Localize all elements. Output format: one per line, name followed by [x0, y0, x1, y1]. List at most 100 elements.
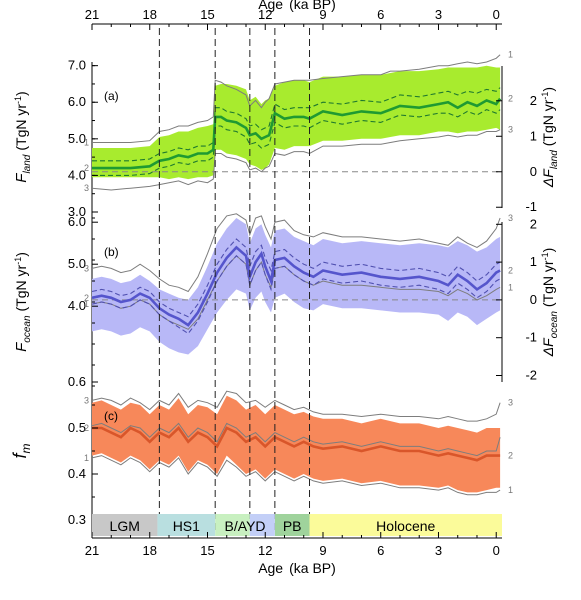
curve-label-left: 3	[84, 395, 89, 405]
period-boundaries	[158, 28, 311, 534]
left-axis-symbol: f	[10, 452, 30, 459]
right-axis-exponent: -1	[540, 92, 550, 100]
left-axis-close: )	[13, 252, 29, 257]
period-bar: LGM HS1 PB Holocene B/AYD	[92, 514, 502, 536]
curve-gray-lower	[91, 455, 501, 496]
left-axis-unit: (TgN yr	[13, 264, 29, 311]
left-axis-title: fm	[10, 443, 33, 458]
left-axis-subscript: m	[19, 443, 33, 453]
right-axis-symbol: ΔF	[540, 337, 556, 357]
y-tick-label: 0.3	[68, 512, 86, 527]
period-hs1	[157, 514, 216, 536]
bottom-x-tick-label: 0	[493, 543, 500, 558]
right-y-tick-label: 0	[530, 292, 537, 307]
right-y-tick-label: -2	[525, 368, 537, 383]
right-y-tick-label: 2	[530, 93, 537, 108]
curve-gray-lower	[91, 129, 501, 191]
curve-gray-upper	[91, 213, 501, 293]
curve-dash-lower	[91, 255, 501, 335]
right-axis-close: )	[540, 248, 556, 253]
period-label: LGM	[110, 518, 140, 534]
curve-label-left: 2	[84, 423, 89, 433]
period-pb	[274, 514, 310, 536]
period-b-a	[215, 514, 250, 536]
curve-label-right: 1	[508, 282, 513, 292]
bottom-x-axis-title: Age (ka BP)	[258, 560, 336, 576]
curve-label-right: 3	[508, 398, 513, 408]
panel-letter: (c)	[104, 409, 118, 423]
left-axis-title: Focean (TgN yr-1)	[13, 252, 33, 352]
curve-label-right: 2	[508, 94, 513, 104]
right-axis-unit: (TgN yr	[540, 260, 556, 307]
left-axis-subscript: land	[22, 154, 33, 173]
period-label: Holocene	[376, 518, 435, 534]
right-axis-title: ΔFocean (TgN yr-1)	[540, 248, 560, 358]
top-x-tick-label: 0	[493, 7, 500, 22]
uncertainty-band	[92, 218, 501, 355]
top-x-tick-label: 6	[377, 7, 384, 22]
curve-label-left: 3	[84, 263, 89, 273]
bottom-x-tick-label: 18	[143, 543, 157, 558]
curve-label-right: 3	[508, 125, 513, 135]
bottom-x-tick-label: 6	[377, 543, 384, 558]
right-y-tick-label: 0	[530, 164, 537, 179]
bottom-x-tick-label: 21	[85, 543, 99, 558]
y-tick-label: 7.0	[68, 58, 86, 73]
panel-letter: (a)	[104, 89, 119, 103]
y-tick-label: 0.6	[68, 374, 86, 389]
period-label-ba-yd: B/AYD	[225, 518, 266, 534]
curve-gray-upper	[91, 390, 501, 422]
left-axis-subscript: ocean	[22, 315, 33, 343]
y-tick-label: 6.0	[68, 214, 86, 229]
mean-line	[92, 426, 501, 462]
right-axis-symbol: ΔF	[540, 168, 556, 188]
right-y-tick-label: 2	[530, 216, 537, 231]
left-axis-symbol: F	[13, 173, 30, 183]
right-axis-subscript: ocean	[549, 311, 560, 339]
curve-label-left: 1	[84, 137, 89, 147]
top-x-tick-label: 3	[435, 7, 442, 22]
curve-gray-mid	[91, 422, 501, 457]
curve-dash-upper	[91, 238, 501, 318]
left-axis-unit: (TgN yr	[13, 104, 29, 151]
left-axis-title: Fland (TgN yr-1)	[13, 91, 33, 182]
right-y-tick-label: -1	[525, 199, 537, 214]
y-tick-label: 5.0	[68, 256, 86, 271]
panel-2: 0.3 0.4 0.5 0.6 fm (c) 3 2 1 3 2 1	[10, 374, 513, 527]
y-tick-label: 0.5	[68, 420, 86, 435]
curve-dash-upper	[92, 87, 501, 162]
period-label-ba: B/A	[225, 518, 248, 534]
top-x-axis-title-label: Age	[258, 0, 283, 12]
mean-line	[91, 245, 501, 327]
left-axis-exponent: -1	[13, 257, 23, 265]
bottom-x-tick-label: 15	[200, 543, 214, 558]
top-x-tick-label: 15	[200, 7, 214, 22]
period-lgm	[92, 514, 158, 536]
y-tick-label: 4.0	[68, 167, 86, 182]
curve-label-right: 2	[508, 451, 513, 461]
curve-gray-upper	[92, 54, 501, 143]
top-x-tick-label: 12	[258, 7, 272, 22]
period-label: PB	[283, 518, 302, 534]
curve-label-left: 1	[84, 299, 89, 309]
curve-label-left: 3	[84, 183, 89, 193]
left-axis-exponent: -1	[13, 96, 23, 104]
y-tick-label: 3.0	[68, 204, 86, 219]
top-x-axis-title-unit: (ka BP)	[289, 0, 336, 12]
right-y-tick-label: 1	[530, 254, 537, 269]
bottom-x-tick-label: 9	[319, 543, 326, 558]
period-yd	[249, 514, 275, 536]
right-y-tick-label: -1	[525, 330, 537, 345]
top-x-axis-title: Age (ka BP)	[258, 0, 336, 12]
right-axis-exponent: -1	[540, 252, 550, 260]
left-axis-close: )	[13, 91, 29, 96]
curve-dash-lower	[92, 108, 501, 176]
bottom-x-axis-title-unit: (ka BP)	[289, 560, 336, 576]
top-x-tick-label: 9	[319, 7, 326, 22]
curve-label-left: 2	[84, 163, 89, 173]
mean-line	[92, 97, 502, 170]
